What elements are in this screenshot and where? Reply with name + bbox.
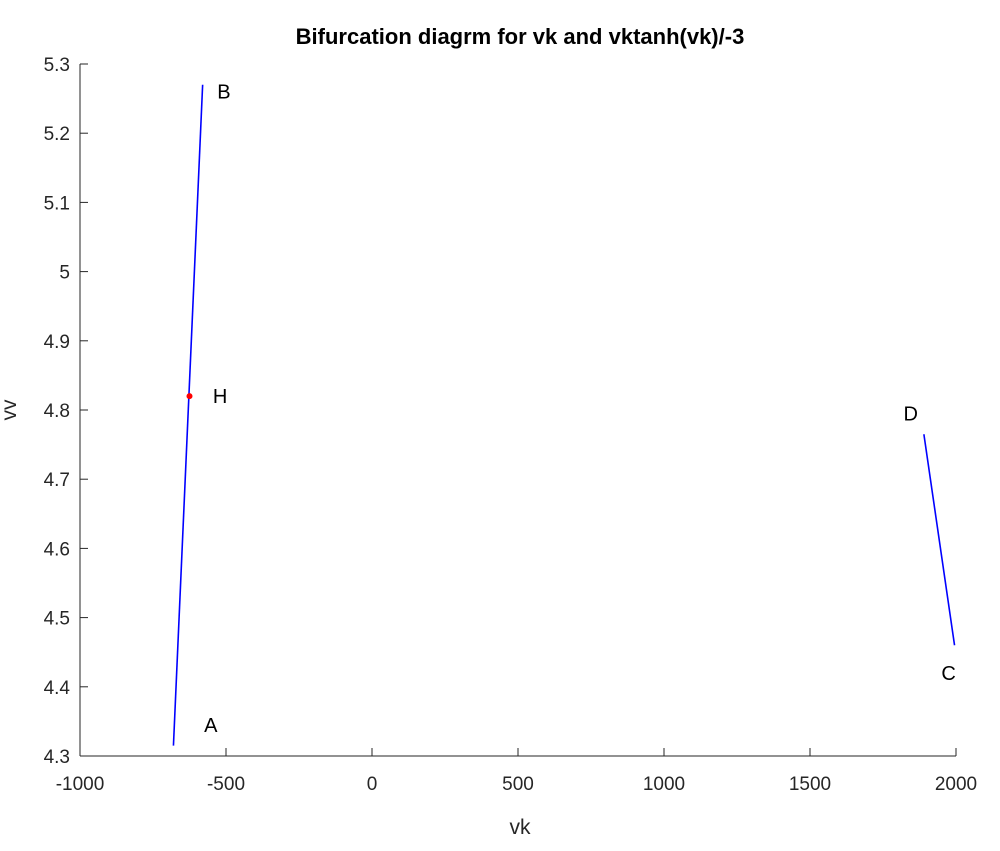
y-tick-label: 4.8 — [44, 401, 70, 422]
hopf-point-marker — [186, 393, 193, 400]
y-tick-label: 4.6 — [44, 539, 70, 560]
y-tick-label: 4.7 — [44, 470, 70, 491]
x-tick-label: 500 — [502, 774, 534, 795]
y-tick-label: 5.3 — [44, 55, 70, 76]
x-tick-label: -1000 — [56, 774, 105, 795]
x-tick-label: -500 — [207, 774, 245, 795]
x-axis-label: vk — [510, 816, 532, 839]
series-line — [923, 434, 956, 646]
y-tick-label: 4.4 — [44, 678, 71, 699]
x-tick-label: 0 — [367, 774, 378, 795]
point-label-h: H — [213, 386, 227, 408]
point-label-d: D — [903, 403, 917, 425]
point-label-c: C — [941, 663, 955, 685]
y-tick-label: 5.2 — [44, 124, 70, 145]
y-tick-label: 5 — [59, 263, 70, 284]
y-tick-label: 4.9 — [44, 332, 70, 353]
x-tick-label: 1000 — [643, 774, 685, 795]
plot-area: -1000 -500 0 500 1000 1500 2000 4.3 4.4 4.5 4.6 4.7… — [44, 55, 978, 795]
series-line — [172, 84, 204, 746]
chart-title: Bifurcation diagrm for vk and vktanh(vk)… — [296, 24, 745, 49]
point-label-a: A — [204, 715, 218, 737]
x-tick-label: 2000 — [935, 774, 977, 795]
y-tick-label: 4.5 — [44, 609, 70, 630]
y-tick-label: 5.1 — [44, 193, 70, 214]
y-tick-label: 4.3 — [44, 747, 70, 768]
y-axis-label: vv — [0, 399, 21, 421]
x-tick-label: 1500 — [789, 774, 831, 795]
point-label-b: B — [217, 82, 230, 104]
